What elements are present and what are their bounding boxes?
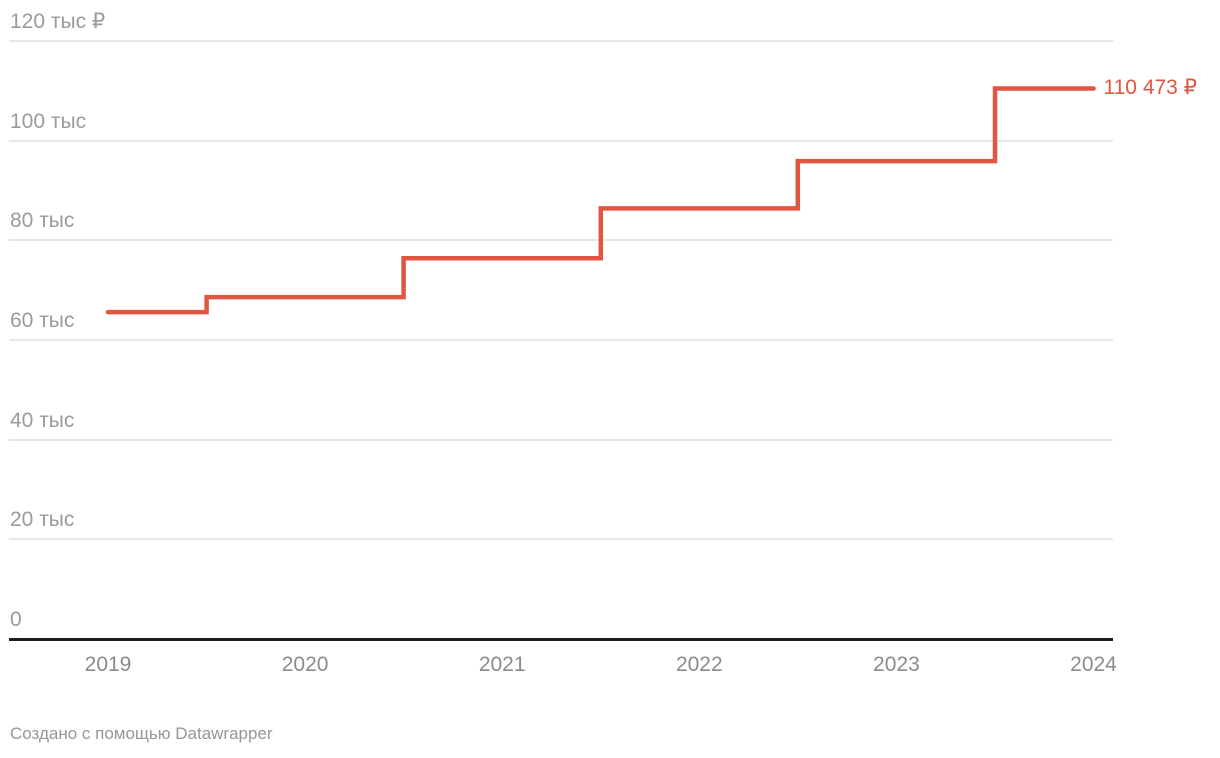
x-tick-label: 2021: [478, 653, 526, 676]
step-line: [105, 86, 1096, 315]
gridline: [9, 438, 1113, 441]
y-tick-label: 80 тыс: [10, 209, 75, 233]
x-axis-line: [9, 637, 1113, 641]
y-tick-label: 40 тыс: [10, 408, 75, 432]
gridline: [9, 139, 1113, 142]
y-tick-label: 20 тыс: [10, 508, 75, 532]
x-tick-label: 2024: [1070, 653, 1117, 676]
gridline: [9, 239, 1113, 242]
x-tick-label: 2020: [281, 653, 329, 676]
y-tick-label: 120 тыс ₽: [10, 10, 106, 33]
y-tick-label: 60 тыс: [10, 309, 75, 332]
x-tick-label: 2019: [84, 653, 132, 676]
gridline: [9, 339, 1113, 341]
y-tick-label: 100 тыс: [10, 109, 87, 133]
x-tick-label: 2022: [675, 653, 723, 676]
x-tick-label: 2023: [873, 653, 920, 676]
value-label: 110 473 ₽: [1103, 76, 1198, 100]
gridline: [9, 40, 1113, 42]
attribution-text: Создано с помощью Datawrapper: [10, 724, 273, 743]
gridline: [9, 538, 1113, 541]
y-tick-label: 0: [10, 608, 22, 631]
